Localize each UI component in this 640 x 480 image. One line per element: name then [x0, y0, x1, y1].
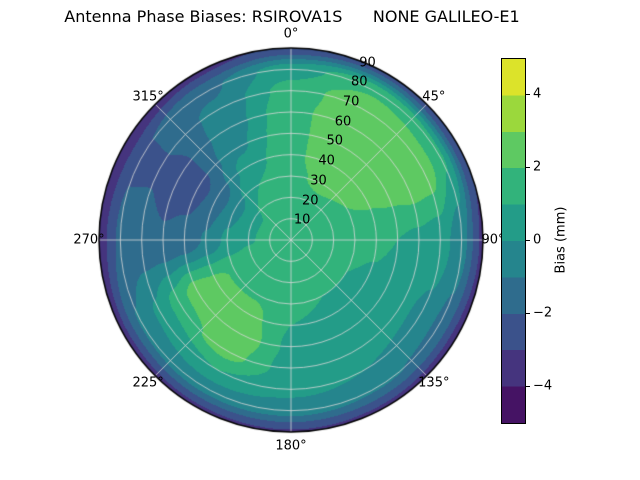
r-tick-label: 90 [359, 55, 376, 71]
colorbar-tick-mark [526, 385, 530, 387]
theta-tick-label: 315° [132, 89, 164, 105]
r-tick-label: 10 [293, 212, 311, 228]
theta-tick-label: 180° [275, 438, 307, 454]
colorbar-tick-label: 0 [533, 232, 542, 248]
colorbar-tick-mark [526, 167, 530, 169]
r-tick-label: 80 [351, 74, 368, 90]
r-tick-label: 40 [318, 153, 335, 169]
colorbar-tick-label: −2 [533, 305, 553, 321]
r-tick-label: 30 [310, 173, 327, 189]
colorbar-tick-mark [526, 240, 530, 241]
r-tick-label: 50 [326, 133, 344, 149]
colorbar [501, 58, 526, 424]
theta-tick-label: 45° [422, 89, 446, 105]
theta-tick-label: 0° [283, 26, 299, 42]
theta-tick-label: 135° [418, 375, 450, 391]
colorbar-axis-label: Bias (mm) [553, 206, 569, 274]
colorbar-tick-label: −4 [533, 378, 553, 394]
colorbar-tick-label: 2 [533, 159, 542, 175]
colorbar-tick-label: 4 [533, 86, 542, 102]
theta-tick-label: 270° [73, 232, 105, 248]
colorbar-tick-mark [526, 94, 530, 96]
chart-title: Antenna Phase Biases: RSIROVA1S NONE GAL… [64, 7, 520, 26]
r-tick-label: 70 [342, 94, 360, 110]
r-tick-label: 60 [334, 114, 352, 130]
r-tick-label: 20 [302, 193, 319, 209]
theta-tick-label: 225° [132, 375, 164, 391]
colorbar-tick-mark [526, 312, 530, 314]
theta-tick-label: 90° [481, 232, 505, 248]
